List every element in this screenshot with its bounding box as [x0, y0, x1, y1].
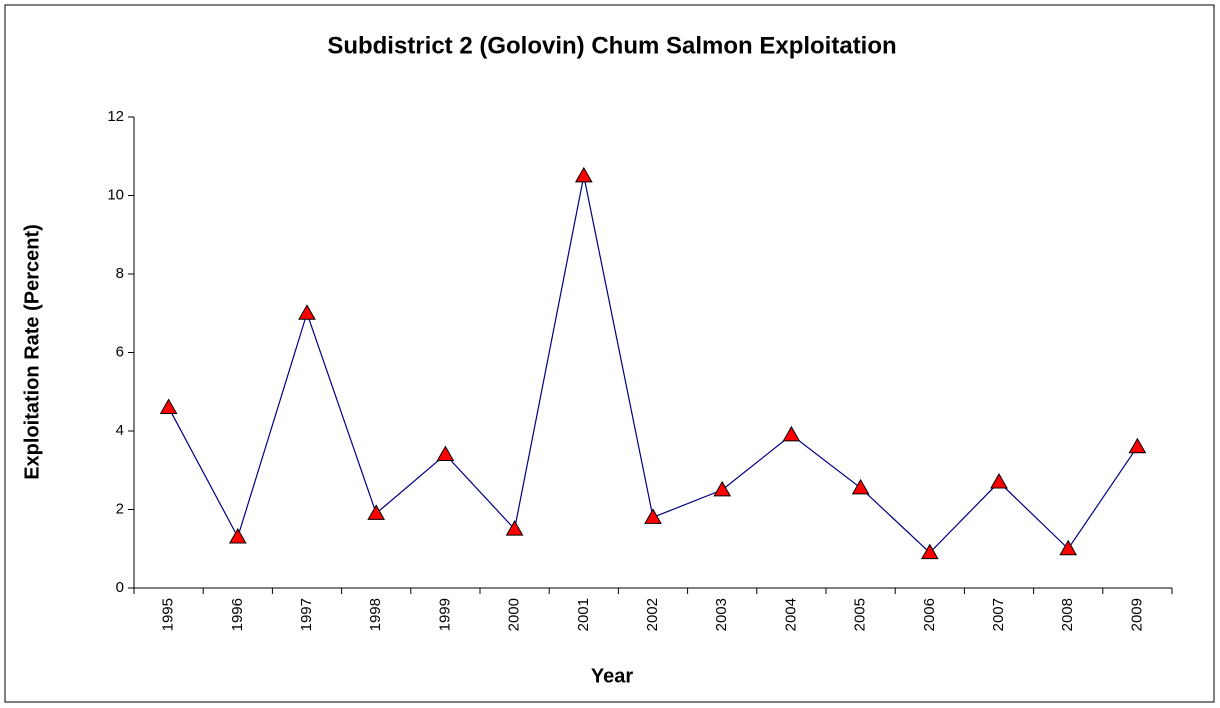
marker: [713, 480, 732, 497]
y-tick-label: 8: [116, 265, 124, 282]
marker: [159, 398, 178, 414]
chart-border: [4, 4, 1215, 703]
x-tick-label: 2001: [575, 598, 592, 631]
x-tick-label: 2006: [921, 598, 938, 631]
marker: [782, 425, 801, 442]
x-tick-label: 2000: [506, 598, 523, 631]
x-tick-label: 2008: [1059, 598, 1076, 631]
marker: [298, 304, 316, 320]
marker: [644, 508, 662, 524]
x-axis-label: Year: [591, 665, 633, 687]
marker: [505, 520, 524, 536]
marker: [574, 166, 593, 183]
y-tick-label: 0: [116, 579, 124, 596]
x-tick-label: 2004: [782, 598, 799, 631]
x-tick-label: 1999: [436, 598, 453, 631]
x-tick-label: 2007: [990, 598, 1007, 631]
x-tick-label: 1997: [298, 598, 315, 631]
x-tick-label: 2009: [1128, 598, 1145, 631]
marker: [228, 527, 247, 544]
marker: [367, 504, 386, 520]
x-tick-label: 2005: [852, 598, 869, 631]
marker: [851, 478, 870, 495]
x-tick-label: 2002: [644, 598, 661, 631]
y-tick-label: 2: [116, 500, 124, 517]
y-tick-label: 10: [107, 186, 124, 203]
marker: [1128, 437, 1147, 454]
marker: [920, 543, 939, 560]
y-axis-label: Exploitation Rate (Percent): [21, 224, 43, 480]
y-tick-label: 6: [116, 343, 124, 360]
x-tick-label: 2003: [713, 598, 730, 631]
y-tick-label: 4: [116, 422, 124, 439]
x-tick-label: 1996: [229, 598, 246, 631]
x-tick-label: 1998: [367, 598, 384, 631]
x-tick-label: 1995: [160, 598, 177, 631]
marker: [990, 473, 1008, 489]
marker: [436, 445, 455, 462]
marker: [1059, 539, 1078, 556]
y-tick-label: 12: [107, 108, 124, 125]
chart-title: Subdistrict 2 (Golovin) Chum Salmon Expl…: [327, 32, 896, 59]
